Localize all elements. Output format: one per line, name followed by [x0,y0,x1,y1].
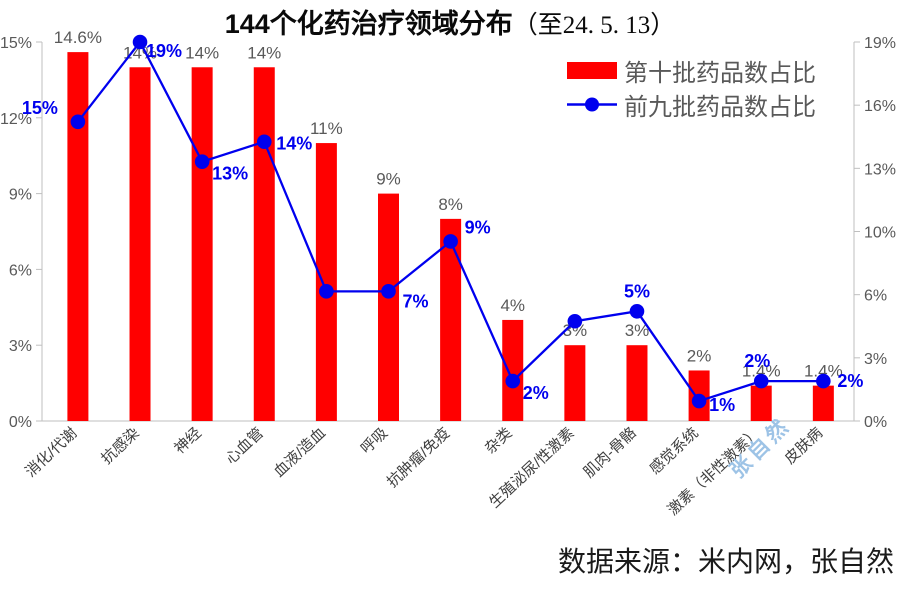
svg-text:2%: 2% [687,346,712,365]
svg-text:2%: 2% [744,351,770,371]
svg-text:8%: 8% [438,195,463,214]
svg-text:14%: 14% [276,134,312,154]
svg-text:3%: 3% [864,351,887,368]
svg-text:4%: 4% [500,296,525,315]
svg-text:3%: 3% [9,338,32,355]
svg-text:0%: 0% [9,414,32,431]
svg-text:2%: 2% [837,371,863,391]
svg-text:7%: 7% [403,291,429,311]
svg-text:6%: 6% [9,262,32,279]
svg-text:14%: 14% [185,43,219,62]
svg-text:13%: 13% [864,161,896,178]
svg-text:11%: 11% [310,119,343,138]
svg-text:1%: 1% [709,395,735,415]
svg-text:19%: 19% [146,41,182,61]
svg-text:9%: 9% [9,187,32,204]
svg-text:13%: 13% [212,164,248,184]
svg-text:9%: 9% [465,217,491,237]
svg-text:6%: 6% [864,288,887,305]
svg-text:0%: 0% [864,414,887,431]
svg-text:2%: 2% [523,383,549,403]
svg-text:10%: 10% [864,225,896,242]
svg-text:16%: 16% [864,98,896,115]
svg-text:5%: 5% [624,281,650,301]
svg-text:14%: 14% [247,43,281,62]
svg-text:15%: 15% [22,98,58,118]
svg-text:9%: 9% [376,170,401,189]
